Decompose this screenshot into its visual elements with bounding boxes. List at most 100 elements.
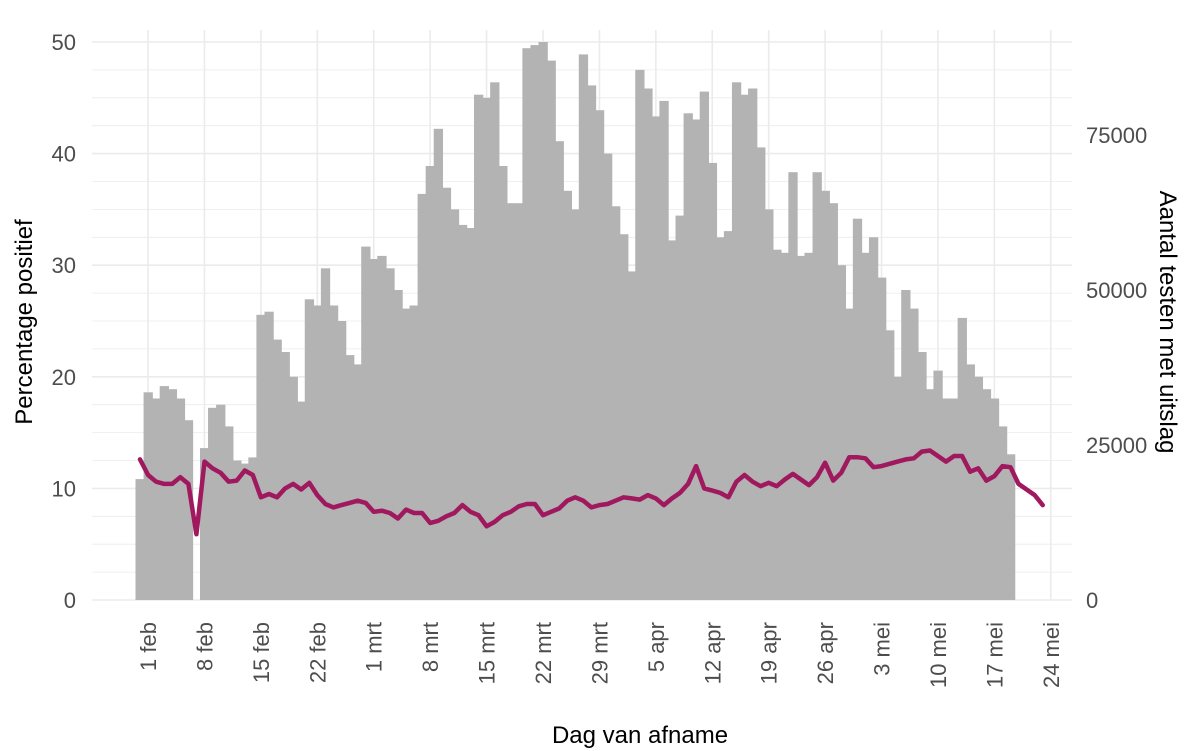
test-count-bar: [570, 209, 581, 600]
x-tick-label: 15 mrt: [475, 622, 500, 684]
test-count-bar: [578, 54, 589, 600]
test-count-bar: [264, 311, 274, 600]
test-count-bar: [312, 305, 323, 600]
test-count-bar: [441, 187, 452, 600]
test-count-bar: [498, 166, 508, 600]
test-count-bar: [651, 116, 661, 601]
test-count-bar: [151, 398, 161, 600]
test-count-bar: [175, 398, 186, 600]
test-count-bar: [949, 398, 959, 600]
test-count-bar: [594, 110, 605, 600]
test-count-bar: [1005, 454, 1016, 600]
test-count-bars: [135, 42, 1016, 601]
test-count-bar: [965, 364, 975, 600]
test-count-bar: [224, 426, 234, 600]
percentage-positive-series-line: [137, 448, 1045, 537]
x-tick-label: 10 mei: [926, 622, 951, 688]
test-count-bar: [820, 190, 830, 601]
test-count-bar: [159, 386, 169, 600]
test-count-bar: [788, 172, 798, 600]
test-count-bar: [482, 97, 492, 601]
test-count-bar: [208, 407, 218, 600]
left-y-tick-label: 30: [52, 253, 76, 278]
test-count-bar: [240, 463, 250, 600]
test-count-bar: [135, 479, 145, 600]
test-count-bar: [296, 401, 306, 600]
test-count-bar: [756, 147, 766, 600]
test-count-bar: [909, 308, 919, 600]
test-count-bar: [868, 237, 879, 601]
test-count-bar: [602, 153, 613, 600]
x-tick-label: 1 feb: [136, 622, 161, 671]
right-y-axis-ticks: 0 25000 50000 75000: [1086, 123, 1147, 613]
x-tick-label: 15 feb: [249, 622, 274, 683]
test-count-bar: [183, 420, 194, 600]
left-y-tick-label: 0: [64, 588, 76, 613]
test-count-bar: [619, 234, 629, 600]
test-count-bar: [409, 305, 419, 600]
test-count-bar: [586, 85, 597, 600]
test-count-bar: [877, 277, 887, 600]
test-count-bar: [659, 100, 669, 601]
test-count-bar: [981, 389, 992, 600]
x-axis-ticks: 1 feb 8 feb 15 feb 22 feb 1 mrt 8 mrt 15 mrt 22…: [136, 622, 1064, 688]
test-count-bar: [320, 268, 331, 600]
x-tick-label: 12 apr: [700, 622, 725, 684]
x-axis-title: Dag van afname: [552, 722, 728, 749]
test-count-bar: [764, 209, 774, 600]
left-y-axis-ticks: 0 10 20 30 40 50: [52, 30, 76, 613]
test-count-bar: [796, 255, 806, 600]
x-tick-label: 26 apr: [813, 622, 838, 684]
test-count-bar: [699, 91, 709, 600]
x-tick-label: 22 feb: [305, 622, 330, 683]
test-count-bar: [723, 231, 734, 600]
test-count-bar: [530, 45, 540, 601]
test-count-bar: [731, 82, 742, 601]
test-count-bar: [844, 308, 855, 600]
test-count-bar: [973, 376, 984, 600]
test-count-bar: [933, 370, 943, 600]
test-count-bar: [216, 404, 226, 600]
test-count-bar: [425, 166, 435, 600]
x-tick-label: 1 mrt: [362, 622, 387, 672]
test-count-bar: [361, 246, 371, 600]
test-count-bar: [860, 252, 871, 601]
test-count-bar: [167, 389, 178, 600]
test-count-bar: [143, 392, 153, 600]
right-y-tick-label: 25000: [1086, 433, 1147, 458]
test-count-bar: [304, 299, 315, 600]
left-y-tick-label: 40: [52, 142, 76, 167]
x-tick-label: 5 apr: [644, 622, 669, 672]
right-y-tick-label: 75000: [1086, 123, 1147, 148]
test-count-bar: [546, 60, 556, 601]
test-count-bar: [345, 355, 355, 600]
test-count-bar: [232, 460, 242, 600]
test-count-bar: [433, 128, 444, 601]
test-count-bar: [369, 259, 379, 600]
test-count-bar: [522, 48, 532, 600]
x-tick-label: 3 mei: [870, 622, 895, 676]
test-count-bar: [901, 290, 911, 600]
test-count-bar: [457, 224, 468, 600]
test-count-bar: [288, 376, 298, 600]
test-count-bar: [474, 94, 484, 600]
x-tick-label: 8 feb: [193, 622, 218, 671]
test-count-bar: [627, 271, 637, 600]
test-count-bar: [772, 249, 782, 600]
test-count-bar: [691, 119, 701, 600]
test-count-bar: [280, 352, 290, 600]
test-count-bar: [683, 113, 693, 601]
test-count-bar: [925, 389, 935, 600]
test-count-bar: [852, 218, 863, 600]
test-count-bar: [836, 265, 847, 600]
test-count-bar: [256, 314, 266, 600]
right-y-tick-label: 50000: [1086, 278, 1147, 303]
left-y-axis-title: Percentage positief: [11, 219, 38, 425]
test-count-bar: [804, 252, 814, 601]
right-y-axis-title: Aantal testen met uitslag: [1154, 191, 1181, 454]
x-tick-label: 19 apr: [757, 622, 782, 684]
test-count-bar: [917, 352, 927, 600]
test-count-bar: [740, 94, 750, 600]
test-count-bar: [989, 398, 1000, 600]
percentage-positive-line: [137, 448, 1045, 537]
